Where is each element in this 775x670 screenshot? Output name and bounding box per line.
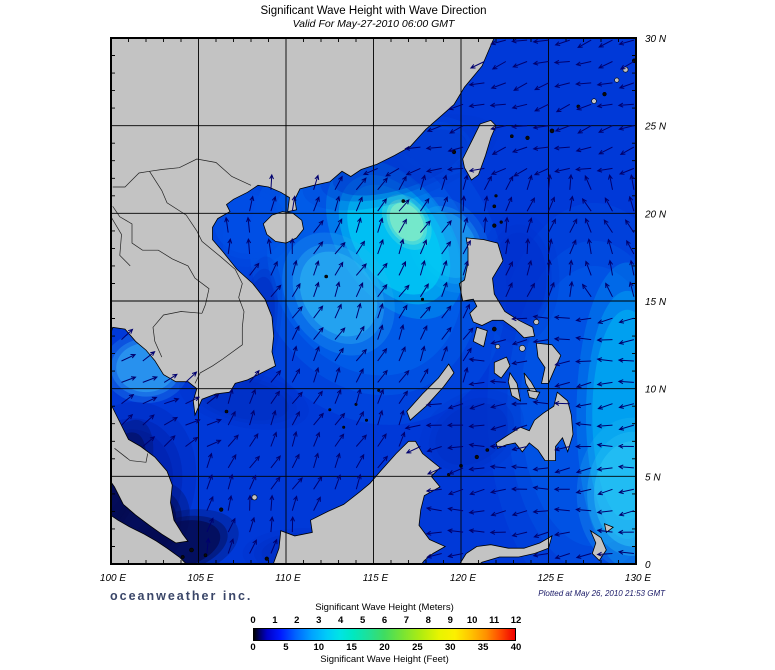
plotted-timestamp: Plotted at May 26, 2010 21:53 GMT: [538, 589, 665, 598]
legend-tick: 1: [272, 615, 278, 626]
legend-ticks-meters: 0 1 2 3 4 5 6 7 8 9 10 11 12: [250, 615, 521, 626]
svg-text:0: 0: [645, 560, 651, 571]
graticule-grid-layer: [111, 38, 636, 564]
legend-tick: 4: [338, 615, 344, 626]
svg-text:125 E: 125 E: [537, 573, 563, 584]
svg-text:115 E: 115 E: [363, 573, 389, 584]
legend-tick: 8: [425, 615, 431, 626]
svg-text:5 N: 5 N: [645, 472, 661, 483]
svg-text:120 E: 120 E: [450, 573, 476, 584]
legend-tick: 11: [489, 615, 500, 626]
legend-ticks-feet: 0 5 10 15 20 25 30 35 40: [250, 642, 521, 653]
legend-tick: 12: [510, 615, 522, 626]
legend-tick: 2: [294, 615, 300, 626]
legend-tick: 30: [445, 642, 456, 653]
svg-text:15 N: 15 N: [645, 297, 667, 308]
svg-text:25 N: 25 N: [644, 122, 667, 133]
legend-tick: 6: [381, 615, 388, 626]
map-frame: [110, 37, 637, 565]
legend-tick: 7: [403, 615, 410, 626]
svg-text:110 E: 110 E: [275, 573, 301, 584]
svg-text:100 E: 100 E: [100, 573, 126, 584]
legend-tick: 25: [412, 642, 423, 653]
small-islands-layer: [180, 58, 637, 561]
wave-direction-arrows-layer: [121, 38, 635, 560]
legend-tick: 10: [313, 642, 325, 653]
legend-tick: 0: [250, 615, 256, 626]
svg-text:30 N: 30 N: [645, 34, 667, 45]
legend-tick: 3: [316, 615, 322, 626]
legend-tick: 40: [510, 642, 522, 653]
oceanweather-logo-text: oceanweather inc.: [110, 589, 253, 603]
svg-text:20 N: 20 N: [644, 209, 667, 220]
svg-text:10 N: 10 N: [645, 385, 667, 396]
legend-title-feet: Significant Wave Height (Feet): [320, 654, 449, 665]
legend-tick: 35: [477, 642, 489, 653]
colorbar: [253, 628, 516, 641]
svg-text:130 E: 130 E: [625, 573, 651, 584]
valid-time-subtitle: Valid For May-27-2010 06:00 GMT: [292, 18, 455, 31]
chart-header: Significant Wave Height with Wave Direct…: [111, 5, 636, 30]
axis-labels-layer: 30 N 25 N 20 N 15 N 10 N 5 N 0 100 E 105 E 110 E 1…: [100, 34, 667, 584]
legend-title-meters: Significant Wave Height (Meters): [315, 602, 454, 613]
country-borders-layer: [110, 158, 252, 463]
legend-tick: 10: [466, 615, 478, 626]
svg-text:105 E: 105 E: [187, 573, 213, 584]
page-title: Significant Wave Height with Wave Direct…: [260, 5, 487, 17]
legend-tick: 5: [283, 642, 289, 653]
legend-tick: 5: [359, 615, 366, 626]
legend-tick: 15: [346, 642, 357, 653]
legend-tick: 9: [447, 615, 453, 626]
legend-tick: 0: [250, 642, 256, 653]
legend-tick: 20: [379, 642, 390, 653]
land-layer: [101, 27, 615, 568]
